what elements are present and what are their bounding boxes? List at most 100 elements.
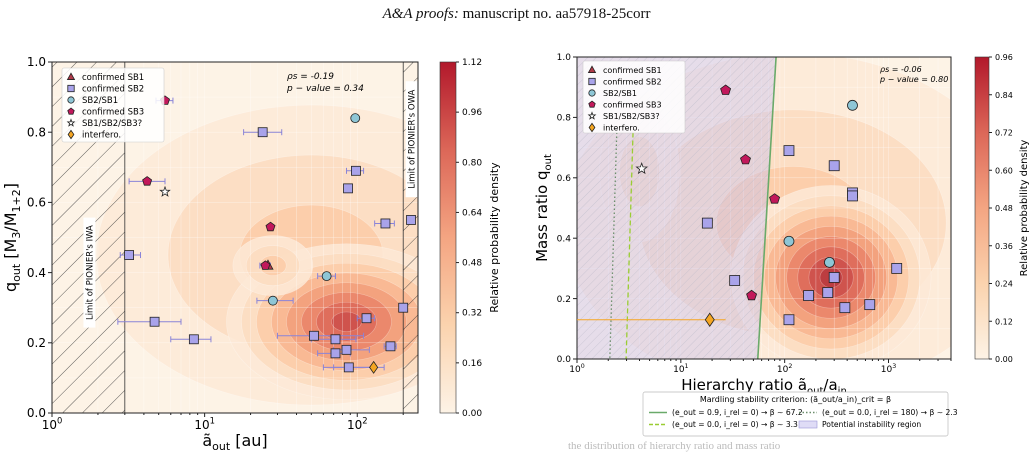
point-pentagon: [265, 221, 276, 232]
y-tick-label: 1.0: [557, 53, 572, 63]
x-tick-label: 101: [194, 416, 215, 432]
colorbar-tick-label: 0.96: [995, 53, 1013, 62]
left-panel: Limit of PIONIER's IWA Limit of PIONIER's…: [1, 55, 501, 453]
criterion-dashed-line: [625, 132, 634, 360]
legend-marker-star: [587, 111, 597, 120]
point-square: [330, 334, 341, 345]
density-level: [331, 311, 362, 332]
legend-marker-circle: [67, 96, 75, 104]
point-square: [828, 272, 840, 283]
legend-label: interfero.: [82, 131, 121, 141]
colorbar-tick-label: 0.32: [462, 309, 482, 319]
legend-label: confirmed SB2: [603, 78, 662, 87]
right-panel: 100 101 102 103 0.0 0.2 0.4 0.6 0.8 1.0 Hierarchy …: [533, 53, 1030, 397]
point-square: [188, 334, 199, 345]
data-points: [635, 84, 903, 327]
point-pentagon: [142, 176, 153, 186]
criterion-title: Mardling stability criterion: (ã_out/a_i…: [700, 395, 891, 404]
criterion-label: Potential instability region: [822, 420, 921, 429]
stability-legend: Mardling stability criterion: (ã_out/a_i…: [642, 391, 958, 437]
point-square: [783, 145, 795, 157]
point-circle: [783, 235, 795, 247]
y-tick-label: 0.8: [557, 114, 572, 124]
point-square: [783, 314, 795, 326]
point-square: [343, 362, 354, 373]
point-pentagon: [720, 84, 732, 95]
colorbar-tick-label: 0.16: [462, 359, 482, 369]
point-square: [351, 165, 361, 176]
legend-box: [582, 60, 686, 134]
legend-marker-triangle: [66, 72, 76, 80]
owa-label-bg: [405, 81, 418, 198]
point-pentagon: [260, 260, 271, 270]
legend-marker-square: [67, 84, 75, 93]
point-diamond: [369, 360, 379, 374]
plot-frame: [576, 56, 952, 360]
colorbar-tick-label: 0.12: [995, 317, 1013, 326]
point-square: [828, 160, 840, 172]
legend-marker-triangle: [587, 65, 597, 73]
legend-label: confirmed SB3: [603, 101, 662, 110]
journal-header: A&A proofs: manuscript no. aa57918-25cor…: [0, 6, 1033, 23]
point-square: [257, 127, 268, 138]
x-tick-label: 102: [777, 363, 792, 375]
point-square: [839, 302, 851, 314]
colorbar: [439, 61, 457, 414]
legend-marker-circle: [588, 89, 596, 97]
criterion-dotted-line: [609, 132, 618, 360]
manuscript-id: manuscript no. aa57918-25corr: [462, 6, 651, 22]
y-tick-label: 0.6: [557, 174, 572, 184]
point-square: [343, 183, 353, 194]
colorbar-tick-label: 1.12: [462, 58, 482, 68]
y-tick-label: 0.6: [27, 196, 46, 210]
iwa-label-bg: [83, 217, 96, 328]
colorbar-tick-label: 0.24: [995, 280, 1013, 289]
journal-name: A&A proofs:: [382, 6, 459, 22]
owa-label: Limit of PIONIER's OWA: [408, 90, 418, 189]
colorbar-tick-label: 0.00: [462, 409, 482, 419]
point-square: [309, 330, 319, 341]
colorbar-tick-label: 0.80: [462, 158, 482, 168]
point-pentagon: [769, 193, 781, 204]
colorbar: [974, 56, 990, 360]
point-square: [385, 341, 396, 352]
y-tick-label: 0.4: [27, 266, 46, 280]
owa-label-group: Limit of PIONIER's OWA: [405, 81, 418, 198]
legend-marker-diamond: [588, 122, 596, 133]
legend-label: SB2/SB1: [603, 89, 637, 98]
y-tick-label: 0.4: [557, 234, 572, 244]
legend-label: SB2/SB1: [82, 96, 118, 106]
criterion-label: (e_out = 0.0, i_rel = 0) → β ∼ 3.3: [672, 420, 798, 429]
criterion-label: (e_out = 0.9, i_rel = 0) → β ∼ 67.2: [672, 408, 803, 417]
point-square: [891, 262, 903, 274]
y-axis-label: Mass ratio qout: [533, 154, 554, 262]
colorbar-tick-label: 0.00: [995, 355, 1013, 364]
iwa-label: Limit of PIONIER's IWA: [85, 225, 95, 320]
density-secondary: [232, 235, 314, 296]
colorbar-tick-label: 0.72: [995, 129, 1013, 138]
point-square: [803, 290, 814, 301]
point-square: [341, 344, 352, 355]
y-tick-label: 0.0: [27, 406, 46, 420]
colorbar-tick-label: 0.64: [462, 208, 482, 218]
legend-box: [61, 67, 165, 143]
iwa-label-group: Limit of PIONIER's IWA: [83, 217, 96, 328]
colorbar-label: Relative probability density: [488, 162, 501, 313]
x-tick-label: 100: [569, 363, 584, 375]
stat-pvalue: p − value = 0.34: [286, 84, 364, 94]
y-axis-label: qout [M3/M1+2]: [1, 183, 23, 292]
x-tick-label: 100: [42, 416, 63, 432]
plot-frame: [51, 61, 419, 414]
point-square: [847, 190, 858, 202]
legend-label: confirmed SB2: [82, 85, 144, 95]
colorbar-tick-label: 0.48: [462, 259, 482, 269]
stat-pvalue: p − value = 0.80: [879, 75, 948, 84]
caption-fragment: the distribution of hierarchy ratio and …: [568, 440, 781, 452]
point-square: [729, 275, 741, 286]
y-tick-label: 1.0: [27, 55, 46, 69]
point-pentagon: [740, 153, 751, 165]
point-square: [124, 250, 135, 260]
x-tick-label: 103: [881, 363, 896, 375]
stat-rho: ρs = -0.19: [287, 72, 334, 82]
point-square: [149, 316, 160, 327]
